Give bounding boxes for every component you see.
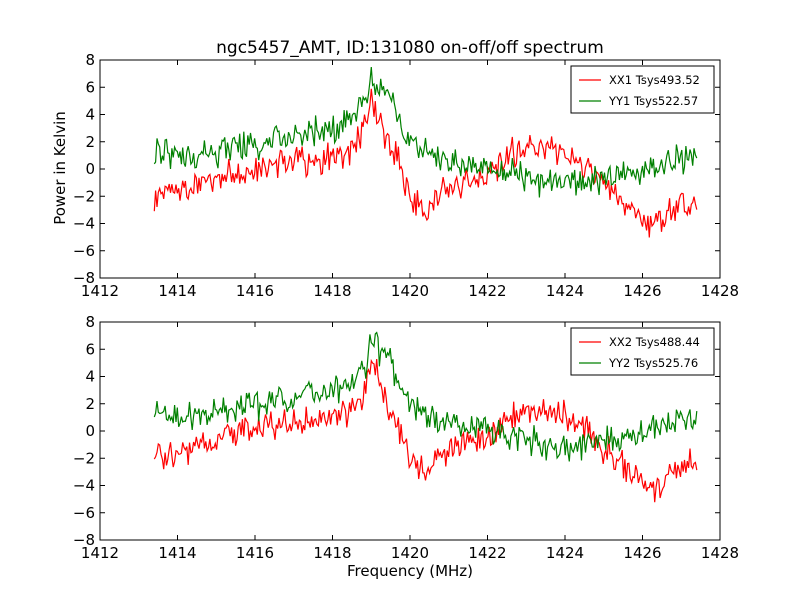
legend-label: YY1 Tsys522.57 xyxy=(608,94,698,108)
legend: XX1 Tsys493.52 YY1 Tsys522.57 xyxy=(570,65,715,114)
y-tick-label: −6 xyxy=(73,504,95,522)
y-tick-label: 4 xyxy=(85,106,95,124)
x-tick-label: 1426 xyxy=(623,282,661,300)
x-tick-label: 1424 xyxy=(546,544,584,562)
y-tick-label: 2 xyxy=(85,395,95,413)
chart-title: ngc5457_AMT, ID:131080 on-off/off spectr… xyxy=(216,38,604,58)
y-tick-label: −8 xyxy=(73,269,95,287)
y-tick-label: −2 xyxy=(73,187,95,205)
y-tick-label: 8 xyxy=(85,51,95,69)
legend-label: XX1 Tsys493.52 xyxy=(609,73,700,87)
x-tick-label: 1412 xyxy=(81,282,119,300)
x-tick-label: 1420 xyxy=(391,544,429,562)
y-tick-label: 0 xyxy=(85,422,95,440)
x-tick-label: 1416 xyxy=(236,282,274,300)
x-tick-label: 1418 xyxy=(313,282,351,300)
y-axis-label: Power in Kelvin xyxy=(51,111,69,225)
x-tick-label: 1424 xyxy=(546,282,584,300)
y-tick-label: −4 xyxy=(73,215,95,233)
y-tick-label: 4 xyxy=(85,368,95,386)
series-line-yy xyxy=(153,331,698,462)
x-tick-label: 1416 xyxy=(236,544,274,562)
x-tick-label: 1428 xyxy=(701,544,739,562)
y-tick-label: 6 xyxy=(85,78,95,96)
x-tick-label: 1414 xyxy=(158,544,196,562)
legend-label: XX2 Tsys488.44 xyxy=(609,335,700,349)
bottom-panel: 1412 1414 1416 1418 1420 1422 1424 1426 1428 8 6 4 2… xyxy=(73,313,739,562)
legend-label: YY2 Tsys525.76 xyxy=(608,356,698,370)
y-tick-label: −2 xyxy=(73,449,95,467)
x-tick-label: 1420 xyxy=(391,282,429,300)
x-tick-label: 1412 xyxy=(81,544,119,562)
series-line-xx xyxy=(153,88,698,238)
top-panel: 1412 1414 1416 1418 1420 1422 1424 1426 1428 8 6 4 2… xyxy=(73,51,739,300)
legend-box xyxy=(570,327,715,376)
x-tick-label: 1422 xyxy=(468,282,506,300)
x-tick-label: 1418 xyxy=(313,544,351,562)
y-tick-label: −8 xyxy=(73,531,95,549)
x-tick-label: 1414 xyxy=(158,282,196,300)
x-tick-label: 1422 xyxy=(468,544,506,562)
legend-box xyxy=(570,65,715,114)
y-tick-label: 2 xyxy=(85,133,95,151)
legend: XX2 Tsys488.44 YY2 Tsys525.76 xyxy=(570,327,715,376)
x-axis-label: Frequency (MHz) xyxy=(347,562,473,580)
y-tick-label: −6 xyxy=(73,242,95,260)
series-line-xx xyxy=(153,358,698,503)
y-tick-label: 0 xyxy=(85,160,95,178)
y-tick-label: −4 xyxy=(73,477,95,495)
series-line-yy xyxy=(153,67,698,198)
x-tick-label: 1426 xyxy=(623,544,661,562)
x-tick-label: 1428 xyxy=(701,282,739,300)
y-tick-label: 6 xyxy=(85,340,95,358)
y-tick-label: 8 xyxy=(85,313,95,331)
